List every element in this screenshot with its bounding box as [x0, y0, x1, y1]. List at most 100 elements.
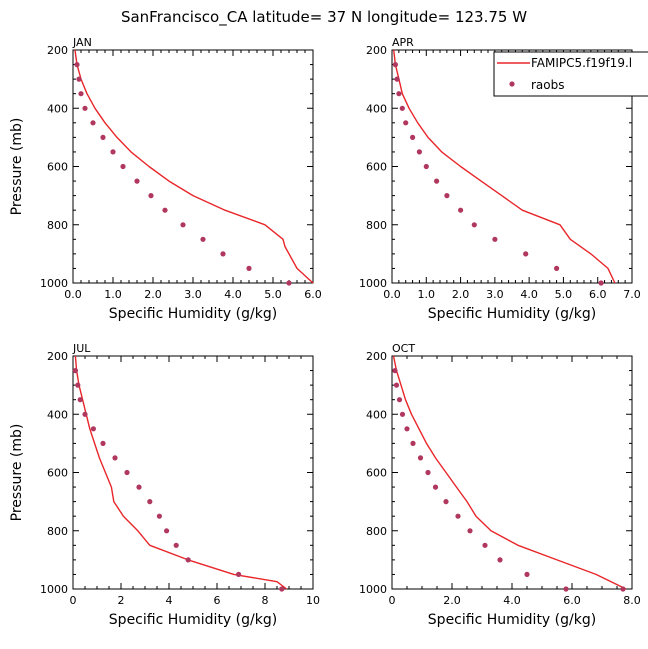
x-tick-label: 6.0 — [304, 288, 322, 301]
legend-model-label: FAMIPC5.f19f19.l — [531, 56, 632, 70]
obs-point — [236, 571, 242, 578]
x-tick-label: 3.0 — [184, 288, 202, 301]
obs-point — [112, 455, 118, 461]
obs-point — [279, 586, 285, 592]
y-tick-label: 200 — [366, 350, 387, 363]
obs-point — [72, 368, 78, 374]
obs-point — [180, 222, 186, 228]
obs-point — [156, 513, 162, 519]
panel-jul: JUL 0 2 4 6 8 10 200 400 600 800 1000 Specific Humid… — [9, 342, 320, 628]
figure-title: SanFrancisco_CA latitude= 37 N longitude… — [121, 8, 527, 27]
y-tick-label: 800 — [47, 219, 68, 232]
obs-point — [598, 280, 604, 286]
y-tick-label: 1000 — [40, 583, 68, 596]
obs-point — [392, 62, 398, 68]
obs-point — [77, 397, 83, 403]
obs-point — [394, 76, 400, 82]
x-tick-label: 1.0 — [104, 288, 122, 301]
x-tick-label: 5.0 — [555, 288, 573, 301]
obs-point — [458, 207, 464, 213]
obs-point — [147, 499, 153, 505]
obs-point — [82, 105, 88, 111]
obs-point — [90, 120, 96, 126]
y-tick-label: 200 — [47, 44, 68, 57]
x-tick-label: 2 — [118, 594, 125, 607]
x-tick-label: 2.0 — [452, 288, 470, 301]
obs-point — [78, 91, 84, 97]
plot-frame — [72, 355, 314, 590]
x-tick-label: 0 — [389, 594, 396, 607]
obs-point — [246, 265, 252, 271]
x-tick-label: 1.0 — [418, 288, 436, 301]
y-axis-title: Pressure (mb) — [9, 424, 25, 522]
obs-point — [200, 236, 206, 242]
obs-point — [124, 469, 130, 476]
x-tick-label: 0.0 — [64, 288, 82, 301]
obs-point — [423, 163, 429, 170]
y-tick-label: 600 — [366, 467, 387, 480]
obs-point — [100, 440, 106, 446]
obs-point — [403, 120, 409, 126]
x-axis-title: Specific Humidity (g/kg) — [428, 612, 596, 628]
obs-point — [393, 382, 400, 388]
obs-point — [399, 105, 405, 111]
x-tick-label: 3.0 — [486, 288, 504, 301]
y-axis-title: Pressure (mb) — [9, 118, 25, 216]
obs-point — [162, 207, 168, 213]
x-tick-label: 8 — [262, 594, 269, 607]
obs-point — [173, 542, 179, 548]
obs-point — [455, 513, 461, 519]
obs-point — [286, 280, 292, 286]
model-line — [393, 49, 616, 284]
obs-point — [74, 62, 80, 68]
obs-point — [404, 426, 410, 432]
x-tick-label: 10 — [306, 594, 320, 607]
x-tick-label: 6.0 — [589, 288, 607, 301]
x-tick-label: 5.0 — [264, 288, 282, 301]
y-tick-label: 1000 — [359, 583, 387, 596]
obs-point — [90, 426, 96, 432]
obs-point — [471, 222, 477, 228]
legend-obs-swatch — [509, 81, 515, 87]
x-tick-label: 0.0 — [383, 288, 401, 301]
obs-point — [396, 397, 403, 403]
y-tick-label: 800 — [47, 525, 68, 538]
obs-point — [417, 455, 424, 461]
x-tick-label: 6.0 — [563, 594, 581, 607]
y-tick-label: 600 — [47, 467, 68, 480]
legend-obs-label: raobs — [531, 78, 565, 92]
x-tick-label: 4 — [166, 594, 173, 607]
model-line — [74, 355, 288, 590]
panel-jan: JAN 0.0 1.0 2.0 3.0 4.0 5.0 6.0 200 400 600 800 1000… — [9, 36, 322, 322]
panel-label: JUL — [72, 342, 91, 355]
y-tick-label: 600 — [47, 161, 68, 174]
legend-box — [493, 51, 648, 97]
obs-point — [396, 91, 402, 97]
model-line — [74, 49, 314, 284]
obs-point — [523, 251, 529, 257]
obs-point — [620, 586, 626, 592]
obs-point — [136, 484, 142, 490]
obs-point — [416, 149, 422, 155]
panel-apr: APR 0.0 1.0 2.0 3.0 4.0 5.0 6.0 7.0 200 400 600 800 1… — [359, 36, 641, 322]
obs-point — [134, 178, 140, 184]
obs-point — [492, 236, 498, 242]
obs-point — [425, 469, 431, 476]
panel-oct: OCT 0 2.0 4.0 6.0 8.0 200 400 600 800 1000 Specific… — [359, 342, 641, 628]
obs-point — [75, 382, 81, 388]
obs-point — [554, 265, 560, 271]
obs-point — [524, 571, 530, 578]
x-tick-label: 7.0 — [623, 288, 641, 301]
panel-label: OCT — [392, 342, 415, 355]
obs-point — [220, 251, 226, 257]
obs-point — [110, 149, 116, 155]
obs-point — [399, 411, 406, 417]
x-tick-label: 4.0 — [520, 288, 538, 301]
obs-point — [444, 193, 450, 199]
x-axis-title: Specific Humidity (g/kg) — [109, 612, 277, 628]
obs-point — [410, 440, 416, 446]
y-tick-label: 800 — [366, 525, 387, 538]
panel-label: JAN — [72, 36, 92, 49]
legend: FAMIPC5.f19f19.l raobs — [493, 51, 648, 97]
